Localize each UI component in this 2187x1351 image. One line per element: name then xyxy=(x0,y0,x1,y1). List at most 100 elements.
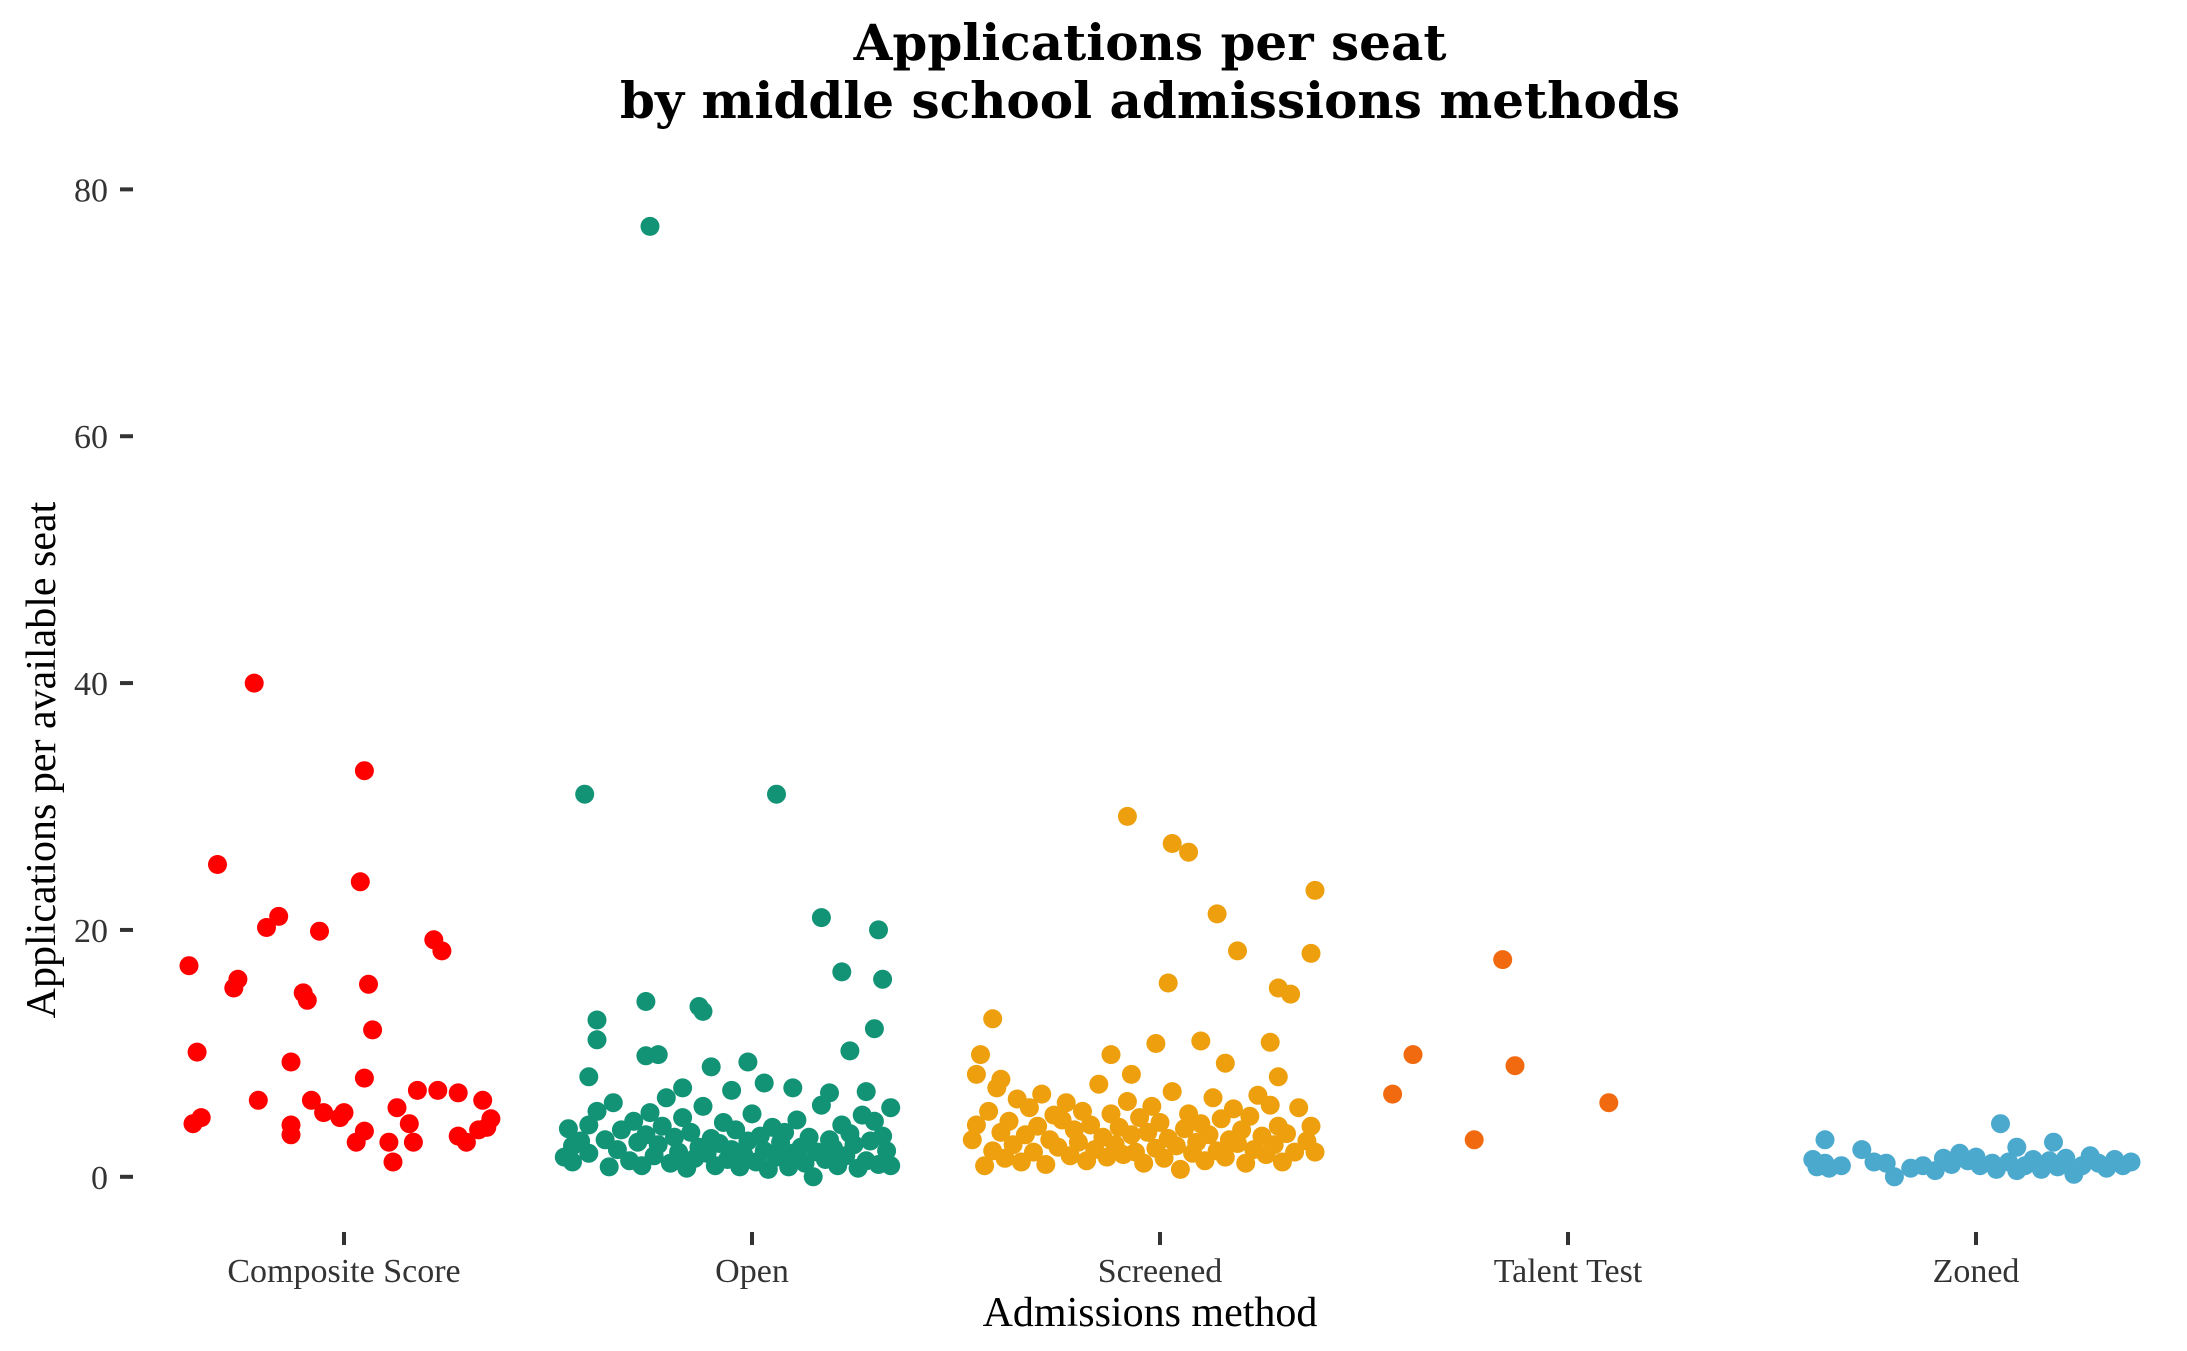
y-tick-label-0: 0 xyxy=(91,1160,108,1197)
point-composite-score-10 xyxy=(269,906,289,926)
point-screened-17 xyxy=(966,1064,986,1084)
point-screened-16 xyxy=(1215,1053,1235,1073)
point-screened-26 xyxy=(987,1078,1007,1098)
point-open-5 xyxy=(832,962,852,982)
point-open-68 xyxy=(742,1104,762,1124)
point-screened-2 xyxy=(1179,842,1199,862)
point-screened-14 xyxy=(971,1045,990,1065)
chart-title-line-1: Applications per seat xyxy=(853,13,1447,72)
point-open-11 xyxy=(864,1019,884,1039)
point-composite-score-15 xyxy=(297,990,317,1010)
point-open-28 xyxy=(563,1152,582,1172)
point-screened-98 xyxy=(1285,1142,1305,1162)
point-composite-score-33 xyxy=(407,1080,427,1100)
x-axis-title: Admissions method xyxy=(983,1290,1318,1336)
point-zoned-1 xyxy=(1815,1130,1835,1150)
point-composite-score-29 xyxy=(383,1152,403,1172)
point-screened-88 xyxy=(1240,1106,1260,1126)
point-screened-71 xyxy=(1170,1159,1190,1179)
x-tick-label-screened: Screened xyxy=(1098,1253,1223,1290)
point-screened-66 xyxy=(1150,1113,1170,1132)
point-composite-score-13 xyxy=(281,1115,301,1135)
point-open-49 xyxy=(665,1127,684,1147)
x-axis: Composite Score Open Screened Talent Test Zo… xyxy=(227,1232,2019,1290)
point-open-12 xyxy=(587,1030,607,1050)
series-screened xyxy=(962,806,1325,1179)
point-open-18 xyxy=(579,1067,599,1087)
point-open-76 xyxy=(775,1122,795,1142)
point-open-31 xyxy=(579,1143,599,1163)
point-screened-23 xyxy=(975,1156,995,1176)
point-zoned-3 xyxy=(1852,1140,1872,1160)
point-zoned-37 xyxy=(2121,1152,2141,1172)
point-open-36 xyxy=(607,1140,627,1160)
point-composite-score-25 xyxy=(354,761,374,781)
point-composite-score-30 xyxy=(387,1098,407,1118)
x-tick-label-talent-test: Talent Test xyxy=(1494,1253,1643,1290)
point-open-102 xyxy=(881,1098,901,1118)
point-talent-test-1 xyxy=(1403,1045,1423,1065)
point-open-4 xyxy=(869,920,888,940)
point-open-6 xyxy=(873,969,893,989)
point-open-101 xyxy=(877,1141,897,1161)
point-open-50 xyxy=(669,1142,689,1162)
series-composite-score xyxy=(179,673,501,1172)
point-open-21 xyxy=(722,1080,742,1100)
point-open-51 xyxy=(673,1108,693,1128)
point-composite-score-20 xyxy=(334,1103,354,1123)
point-screened-4 xyxy=(1305,880,1325,900)
point-composite-score-23 xyxy=(354,1068,374,1088)
point-composite-score-35 xyxy=(428,1080,448,1100)
point-screened-79 xyxy=(1203,1088,1223,1108)
x-tick-label-composite-score: Composite Score xyxy=(227,1253,460,1290)
y-tick-label-40: 40 xyxy=(74,666,108,703)
point-composite-score-6 xyxy=(228,969,248,989)
point-screened-59 xyxy=(1121,1125,1141,1145)
point-zoned-38 xyxy=(2007,1161,2027,1181)
point-screened-61 xyxy=(1130,1108,1150,1128)
point-screened-5 xyxy=(1228,941,1247,961)
point-open-98 xyxy=(864,1111,884,1131)
point-screened-82 xyxy=(1215,1147,1235,1167)
point-open-53 xyxy=(681,1122,701,1142)
point-screened-101 xyxy=(1301,1116,1321,1136)
point-open-20 xyxy=(673,1078,693,1098)
point-screened-21 xyxy=(962,1130,982,1150)
point-open-24 xyxy=(856,1082,876,1102)
point-screened-12 xyxy=(1146,1034,1166,1053)
point-composite-score-3 xyxy=(191,1108,211,1128)
point-composite-score-9 xyxy=(257,918,276,937)
point-open-22 xyxy=(783,1078,803,1098)
point-composite-score-4 xyxy=(208,855,227,874)
point-open-103 xyxy=(881,1156,901,1176)
point-screened-58 xyxy=(1117,1092,1137,1111)
point-screened-13 xyxy=(1260,1032,1280,1052)
point-composite-score-27 xyxy=(363,1020,383,1040)
point-screened-10 xyxy=(983,1009,1003,1029)
point-composite-score-31 xyxy=(399,1114,419,1134)
point-open-82 xyxy=(799,1127,819,1147)
point-screened-22 xyxy=(966,1115,986,1135)
point-screened-69 xyxy=(1162,1082,1182,1102)
point-screened-84 xyxy=(1223,1099,1243,1119)
point-screened-19 xyxy=(1121,1064,1141,1084)
point-open-47 xyxy=(656,1088,676,1108)
x-tick-label-open: Open xyxy=(715,1253,789,1290)
point-screened-67 xyxy=(1154,1148,1174,1168)
y-axis: 0 20 40 60 80 xyxy=(74,172,133,1197)
point-screened-51 xyxy=(1089,1074,1109,1094)
point-screened-46 xyxy=(1068,1132,1088,1152)
point-composite-score-28 xyxy=(379,1132,399,1152)
point-screened-70 xyxy=(1166,1136,1186,1156)
point-talent-test-4 xyxy=(1599,1093,1619,1113)
point-open-17 xyxy=(701,1057,721,1077)
point-screened-8 xyxy=(1281,984,1301,1004)
point-open-83 xyxy=(803,1167,823,1187)
point-open-10 xyxy=(587,1010,607,1030)
point-screened-38 xyxy=(1036,1155,1056,1174)
point-open-32 xyxy=(587,1101,607,1121)
point-open-16 xyxy=(738,1052,758,1072)
point-open-25 xyxy=(558,1119,578,1139)
point-composite-score-1 xyxy=(187,1042,207,1062)
